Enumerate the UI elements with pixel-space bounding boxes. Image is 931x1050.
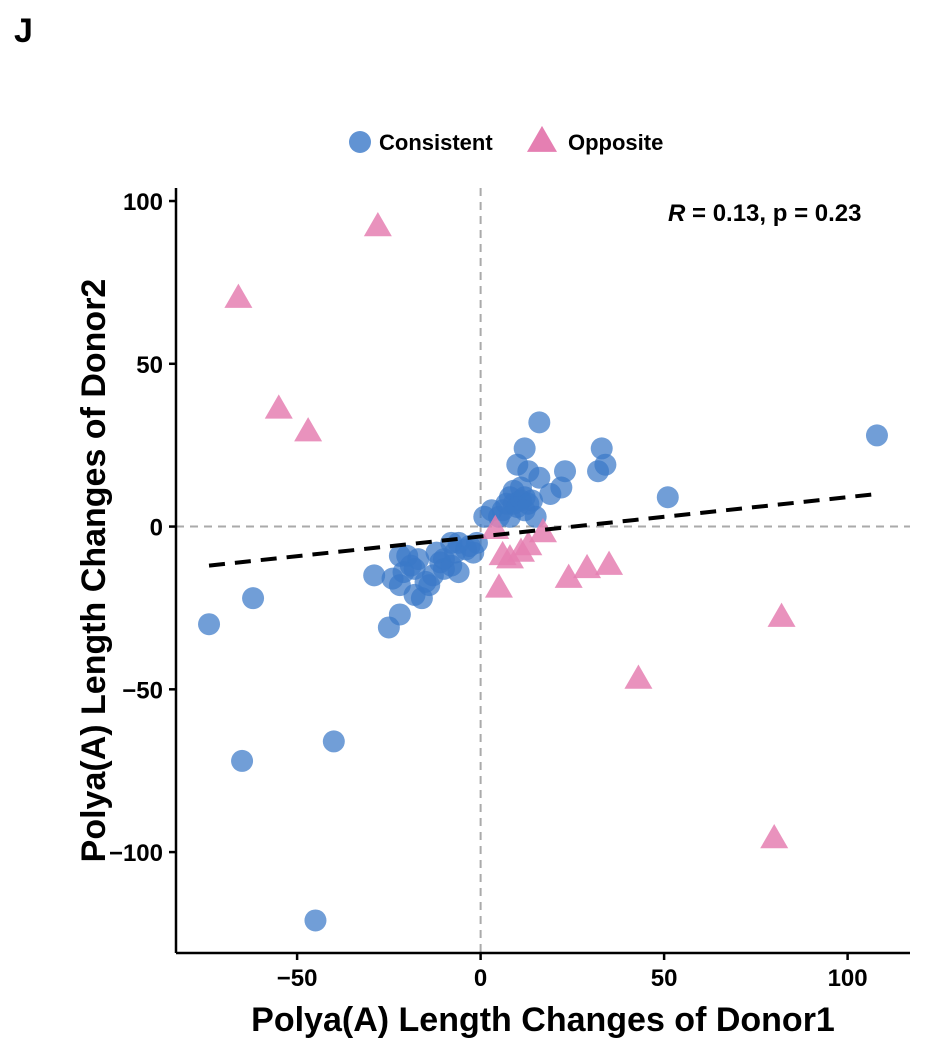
opposite-point [624,664,653,689]
consistent-point [322,730,345,753]
opposite-point [224,283,253,308]
annotation-stats: = 0.13, p = 0.23 [685,200,861,227]
opposite-point [363,212,392,237]
x-tick-label: −50 [277,965,318,992]
x-axis-title: Polya(A) Length Changes of Donor1 [251,1001,835,1039]
consistent-point [539,483,562,505]
trend-line [208,492,878,568]
opposite-point [595,550,624,575]
reference-lines [176,188,910,953]
legend-label-consistent: Consistent [379,130,493,155]
y-tick-label: −50 [122,677,163,704]
consistent-point [656,486,679,509]
consistent-point [473,505,496,528]
x-tick-label: 0 [474,965,487,992]
consistent-point [231,749,254,772]
opposite-point [554,563,583,588]
opposite-point [529,518,557,543]
consistent-point [865,424,888,447]
consistent-point [363,564,386,587]
opposite-point [264,394,293,419]
legend: Consistent Opposite [349,125,663,155]
y-tick-label: −100 [109,840,163,867]
legend-marker-consistent [349,131,371,153]
y-tick-label: 100 [123,189,163,216]
panel-label: J [14,12,33,50]
annotation-r-symbol: R [668,200,686,227]
x-tick-label: 100 [828,965,868,992]
consistent-point [528,411,551,434]
consistent-point [377,616,400,639]
opposite-point [573,553,602,579]
axes: −50 0 50 100 −100 −50 0 50 100 [109,188,910,992]
y-axis-title: Polya(A) Length Changes of Donor2 [75,279,113,863]
consistent-point [198,613,221,636]
y-tick-label: 50 [136,352,163,379]
consistent-point [425,541,448,564]
opposite-point [760,824,789,849]
legend-marker-opposite [527,125,557,152]
opposite-point [484,573,513,598]
y-tick-label: 0 [150,515,163,542]
correlation-annotation: R = 0.13, p = 0.23 [668,200,861,227]
x-tick-label: 50 [651,965,678,992]
opposite-point [495,544,524,569]
data-points [198,212,888,932]
opposite-point [514,531,543,556]
consistent-point [587,460,610,483]
legend-label-opposite: Opposite [568,130,663,155]
consistent-point [381,567,404,590]
consistent-point [506,453,529,476]
trend-line-group [208,492,878,568]
consistent-point [304,909,327,932]
opposite-point [767,602,796,627]
opposite-point [294,417,323,442]
consistent-point [242,587,265,610]
consistent-point [517,492,540,515]
